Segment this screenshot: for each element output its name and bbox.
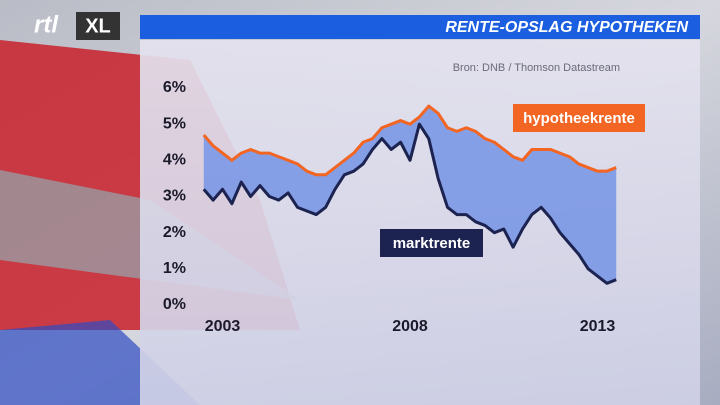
source-note: Bron: DNB / Thomson Datastream [453, 62, 620, 74]
logo-box [76, 12, 120, 40]
series-line [202, 104, 617, 177]
plot: 0% 1% 2% 3% 4% 5% 6% 2003 2008 2013 hypotheekrente… [163, 79, 645, 335]
y-tick-label: 5% [163, 115, 186, 132]
y-tick-label: 4% [163, 152, 186, 169]
y-tick-label: 2% [163, 224, 186, 241]
logo-tag: XL [85, 15, 111, 37]
chart-title: RENTE-OPSLAG HYPOTHEKEN [445, 19, 688, 36]
series-label-box [380, 229, 483, 257]
y-tick-label: 0% [163, 296, 186, 313]
logo-brand: rtl [34, 11, 59, 38]
title-bar [140, 15, 700, 39]
x-tick-label: 2013 [580, 318, 616, 335]
series-line [202, 122, 617, 285]
y-tick-label: 6% [163, 79, 186, 96]
x-tick-label: 2008 [392, 318, 428, 335]
series-label-box [513, 104, 645, 132]
y-tick-label: 3% [163, 188, 186, 205]
y-tick-label: 1% [163, 260, 186, 277]
series-label: marktrente [393, 235, 471, 252]
x-tick-label: 2003 [205, 318, 241, 335]
spread-fill [203, 106, 617, 284]
series-label: hypotheekrente [523, 110, 635, 127]
